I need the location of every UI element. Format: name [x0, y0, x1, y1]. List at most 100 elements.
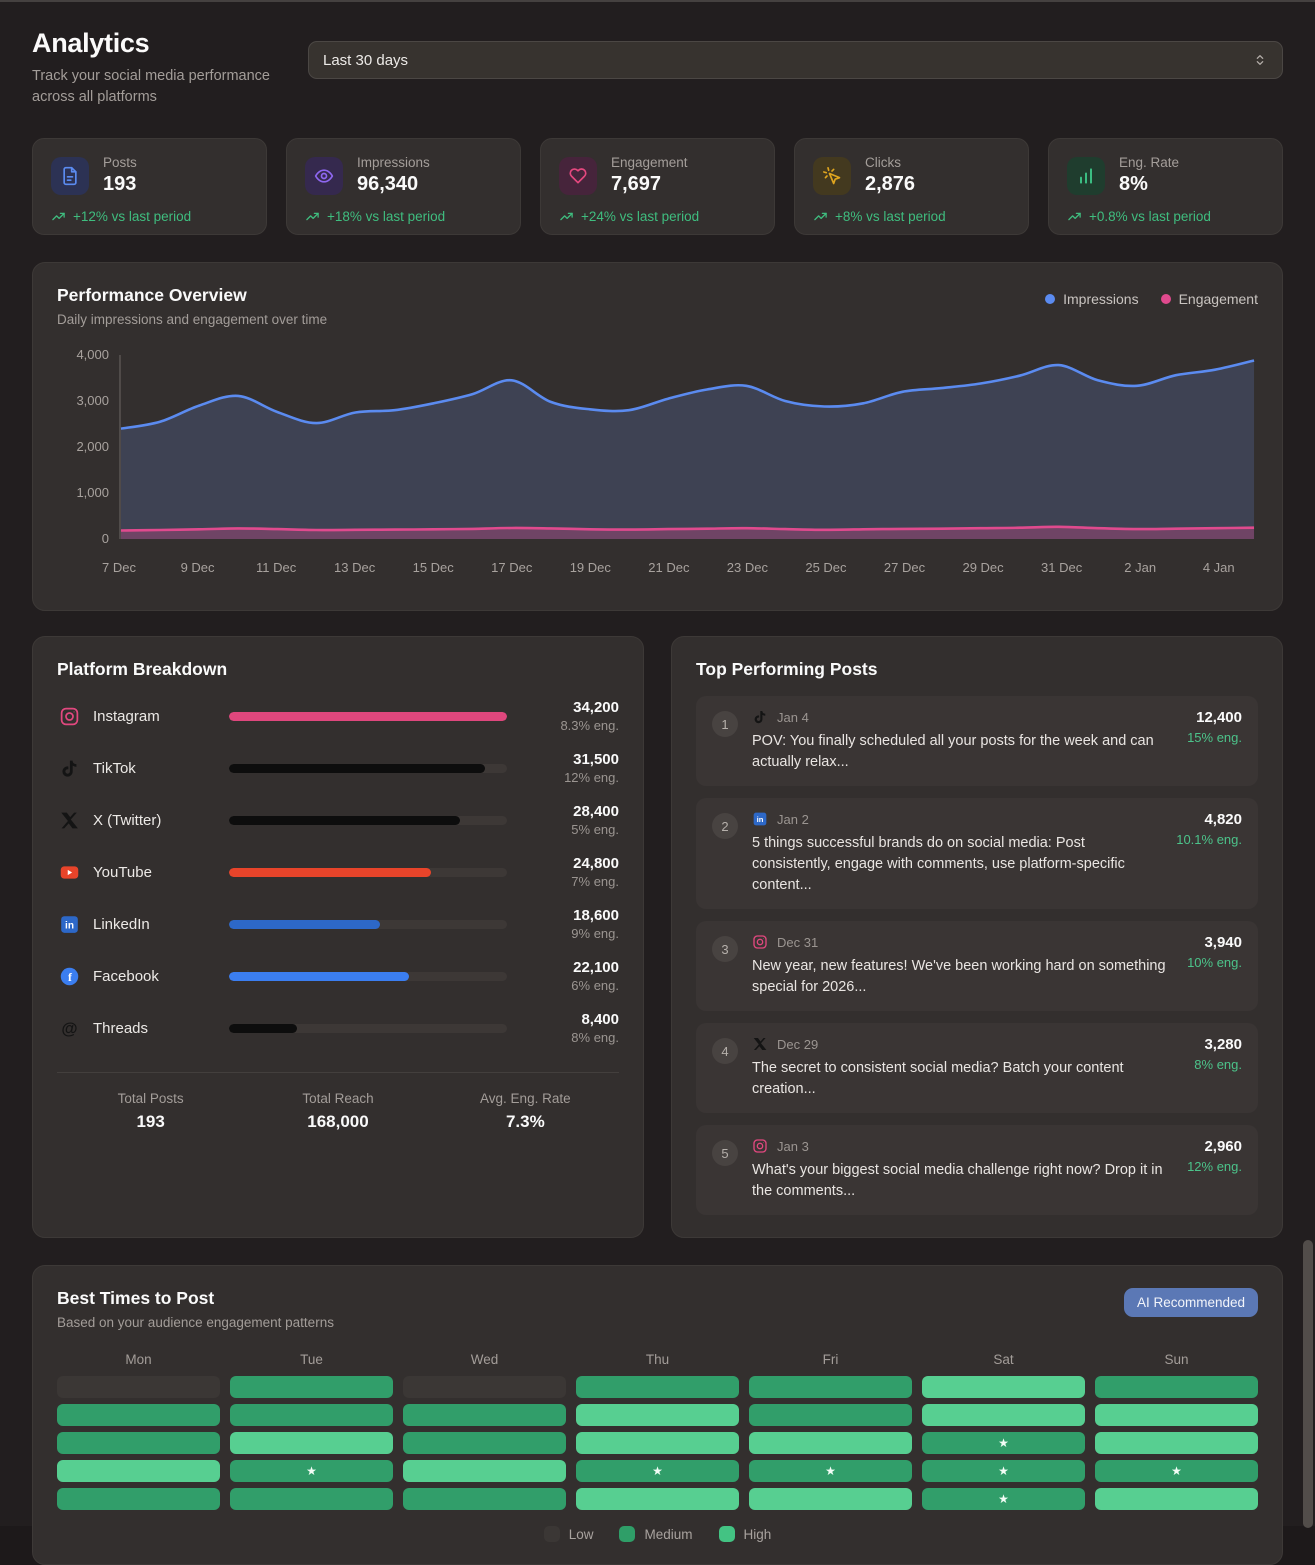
platform-meta: 24,800 7% eng. [519, 855, 619, 889]
post-head: Jan 4 [752, 709, 1173, 725]
post-rank-badge: 5 [712, 1140, 738, 1167]
stat-top: Impressions 96,340 [305, 155, 502, 196]
x-tick-label: 25 Dec [805, 560, 847, 576]
post-value: 3,280 [1204, 1036, 1242, 1054]
platform-bar-fill [229, 971, 409, 981]
stat-trend: +18% vs last period [305, 209, 502, 224]
platform-breakdown-title: Platform Breakdown [57, 659, 228, 680]
post-value: 12,400 [1196, 709, 1242, 727]
x-tick-label: 7 Dec [102, 560, 136, 576]
trend-up-icon [305, 209, 320, 224]
post-tile-2[interactable]: 2 in Jan 2 5 things successful brands do… [696, 798, 1258, 910]
page-header: Analytics Track your social media perfor… [32, 28, 1283, 108]
trend-up-icon [813, 209, 828, 224]
scrollbar-thumb[interactable] [1303, 1240, 1313, 1528]
star-icon: ★ [1171, 1464, 1182, 1479]
platform-value: 34,200 [573, 699, 619, 717]
page-title: Analytics [32, 28, 150, 58]
platform-bar-fill [229, 763, 486, 773]
day-label-wed: Wed [470, 1352, 499, 1368]
trend-up-icon [559, 209, 574, 224]
x-tick-label: 21 Dec [648, 560, 690, 576]
heat-legend-medium: Medium [619, 1526, 693, 1543]
total-label: Total Reach [302, 1091, 374, 1107]
platform-meta: 28,400 5% eng. [519, 803, 619, 837]
x-tick-label: 29 Dec [962, 560, 1004, 576]
date-range-value: Last 30 days [323, 51, 409, 69]
tiktok-icon [57, 758, 81, 779]
post-tile-4[interactable]: 4 Dec 29 The secret to consistent social… [696, 1023, 1258, 1114]
heat-column-sat: ★ ★ ★ [922, 1376, 1085, 1511]
date-range-select[interactable]: Last 30 days [308, 41, 1283, 79]
day-label-sat: Sat [993, 1352, 1014, 1368]
middle-row: Platform Breakdown Instagram 34,200 8.3%… [32, 636, 1283, 1239]
post-eng-rate: 12% eng. [1187, 1159, 1242, 1175]
x-tick-label: 31 Dec [1041, 560, 1083, 576]
instagram-icon [752, 934, 768, 950]
day-label-mon: Mon [125, 1352, 152, 1368]
platform-row-threads: @ Threads 8,400 8% eng. [57, 1002, 619, 1054]
heat-cell-thu-2 [576, 1404, 739, 1427]
y-tick-label: 4,000 [76, 347, 109, 363]
day-label-tue: Tue [300, 1352, 323, 1368]
stat-trend-text: +24% vs last period [581, 209, 700, 225]
heat-cell-wed-4 [403, 1460, 566, 1483]
star-icon: ★ [998, 1436, 1009, 1451]
post-head: Jan 3 [752, 1138, 1173, 1154]
platform-eng-rate: 5% eng. [571, 822, 619, 838]
heat-cell-tue-3 [230, 1432, 393, 1455]
platform-name: TikTok [93, 759, 136, 777]
platform-value: 18,600 [573, 907, 619, 925]
x-tick-label: 4 Jan [1202, 560, 1235, 576]
best-times-subtitle: Based on your audience engagement patter… [57, 1315, 334, 1331]
post-body: Dec 31 New year, new features! We've bee… [752, 934, 1173, 998]
post-rank-badge: 3 [712, 936, 738, 963]
heat-cell-sat-4: ★ [922, 1460, 1085, 1483]
post-text: What's your biggest social media challen… [752, 1162, 1163, 1200]
heat-cell-sun-3 [1095, 1432, 1258, 1455]
bar-chart-icon [1067, 156, 1105, 195]
stat-trend: +12% vs last period [51, 209, 248, 224]
heat-cell-tue-1 [230, 1376, 393, 1399]
star-icon: ★ [306, 1464, 317, 1479]
heat-cell-wed-3 [403, 1432, 566, 1455]
stat-value: 8% [1119, 173, 1148, 196]
platform-bar-fill [229, 815, 460, 825]
chart-title: Performance Overview [57, 285, 247, 306]
legend-swatch [619, 1526, 636, 1543]
day-label-sun: Sun [1164, 1352, 1189, 1368]
post-meta: 3,940 10% eng. [1187, 934, 1242, 998]
x-tick-label: 9 Dec [180, 560, 215, 576]
stat-label: Eng. Rate [1119, 155, 1180, 171]
heart-icon [559, 156, 597, 195]
platform-row-tiktok: TikTok 31,500 12% eng. [57, 742, 619, 794]
total-value: 168,000 [307, 1112, 369, 1132]
star-icon: ★ [825, 1464, 836, 1479]
post-tile-1[interactable]: 1 Jan 4 POV: You finally scheduled all y… [696, 696, 1258, 787]
post-tile-5[interactable]: 5 Jan 3 What's your biggest social media… [696, 1125, 1258, 1216]
best-times-title-block: Best Times to Post Based on your audienc… [57, 1288, 334, 1330]
stat-trend-text: +8% vs last period [835, 209, 946, 225]
stat-text: Impressions 96,340 [357, 155, 430, 196]
heat-cell-mon-5 [57, 1488, 220, 1511]
stat-card-impressions: Impressions 96,340 +18% vs last period [286, 138, 521, 236]
total-value: 193 [136, 1112, 165, 1132]
stat-text: Eng. Rate 8% [1119, 155, 1179, 196]
stat-trend: +8% vs last period [813, 209, 1010, 224]
stat-trend-text: +0.8% vs last period [1089, 209, 1211, 225]
x-tick-label: 17 Dec [491, 560, 533, 576]
post-tile-3[interactable]: 3 Dec 31 New year, new features! We've b… [696, 921, 1258, 1012]
platform-bar-track [229, 1023, 507, 1033]
ai-recommended-button[interactable]: AI Recommended [1123, 1288, 1258, 1318]
x-tick-label: 15 Dec [412, 560, 454, 576]
platform-value: 28,400 [573, 803, 619, 821]
day-label-fri: Fri [822, 1352, 839, 1368]
platform-bar-track [229, 763, 507, 773]
post-meta: 12,400 15% eng. [1187, 709, 1242, 773]
post-head: in Jan 2 [752, 811, 1162, 827]
stat-value: 7,697 [611, 173, 662, 196]
platform-name: Instagram [93, 707, 160, 725]
linkedin-icon: in [752, 811, 768, 827]
platform-name: Threads [93, 1019, 149, 1037]
platform-name: YouTube [93, 863, 152, 881]
